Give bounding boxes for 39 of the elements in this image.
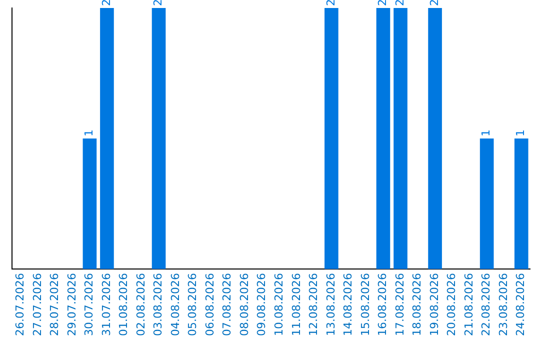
data-label: 2 xyxy=(393,0,406,6)
x-tick-label: 04.08.2026 xyxy=(168,273,182,336)
x-tick-label: 23.08.2026 xyxy=(496,273,510,336)
x-tick-label: 16.08.2026 xyxy=(376,273,390,336)
x-tick-label: 03.08.2026 xyxy=(152,273,165,336)
x-tick-label: 14.08.2026 xyxy=(342,273,355,336)
x-tick-label: 01.08.2026 xyxy=(117,273,130,336)
x-tick-label: 09.08.2026 xyxy=(255,273,268,336)
x-tick-label: 19.08.2026 xyxy=(428,273,441,336)
x-tick-label: 18.08.2026 xyxy=(410,273,424,336)
x-tick-label: 06.08.2026 xyxy=(203,273,216,336)
x-tick-label: 15.08.2026 xyxy=(358,273,372,336)
x-tick-label: 28.07.2026 xyxy=(48,273,62,336)
x-tick-label: 29.07.2026 xyxy=(65,273,78,336)
data-label: 2 xyxy=(428,0,441,6)
data-label: 1 xyxy=(82,130,96,137)
data-label: 2 xyxy=(152,0,165,6)
x-tick-label: 05.08.2026 xyxy=(186,273,200,336)
x-tick-label: 10.08.2026 xyxy=(272,273,286,336)
x-tick-label: 31.07.2026 xyxy=(100,273,113,336)
x-tick-label: 07.08.2026 xyxy=(220,273,234,336)
x-tick-label: 02.08.2026 xyxy=(134,273,148,336)
x-tick-label: 24.08.2026 xyxy=(514,273,528,336)
x-tick-label: 20.08.2026 xyxy=(445,273,458,336)
x-tick-label: 22.08.2026 xyxy=(480,273,493,336)
data-label: 2 xyxy=(100,0,113,6)
x-tick-label: 21.08.2026 xyxy=(462,273,476,336)
x-tick-label: 12.08.2026 xyxy=(307,273,320,336)
data-label: 1 xyxy=(480,130,493,137)
x-tick-label: 26.07.2026 xyxy=(13,273,26,336)
x-tick-label: 30.07.2026 xyxy=(82,273,96,336)
x-tick-label: 08.08.2026 xyxy=(238,273,251,336)
data-label: 1 xyxy=(514,130,528,137)
data-label: 2 xyxy=(324,0,338,6)
data-label: 2 xyxy=(376,0,390,6)
x-tick-label: 17.08.2026 xyxy=(393,273,406,336)
x-tick-label: 27.07.2026 xyxy=(30,273,44,336)
x-tick-label: 11.08.2026 xyxy=(290,273,303,336)
x-tick-label: 13.08.2026 xyxy=(324,273,338,336)
